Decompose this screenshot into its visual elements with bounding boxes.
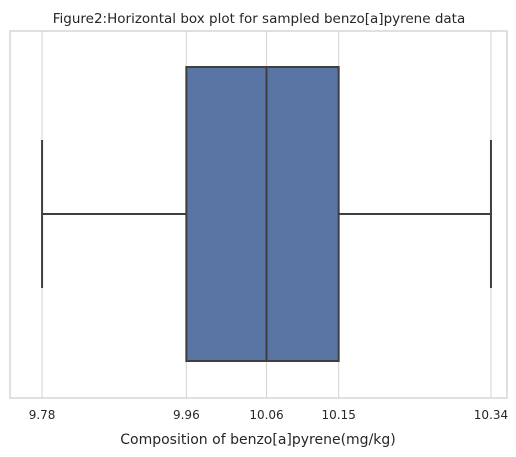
- x-axis-label: Composition of benzo[a]pyrene(mg/kg): [120, 432, 396, 448]
- x-tick-label: 10.34: [474, 408, 508, 422]
- chart-title: Figure2:Horizontal box plot for sampled …: [53, 11, 466, 27]
- x-tick-label: 10.06: [249, 408, 283, 422]
- x-axis-ticks: 9.78 9.96 10.06 10.15 10.34: [29, 408, 508, 422]
- box-plot: [41, 66, 492, 362]
- interquartile-box: [185, 66, 340, 362]
- x-tick-label: 10.15: [321, 408, 355, 422]
- x-tick-label: 9.78: [29, 408, 56, 422]
- x-tick-label: 9.96: [173, 408, 200, 422]
- plot-frame: [9, 30, 508, 399]
